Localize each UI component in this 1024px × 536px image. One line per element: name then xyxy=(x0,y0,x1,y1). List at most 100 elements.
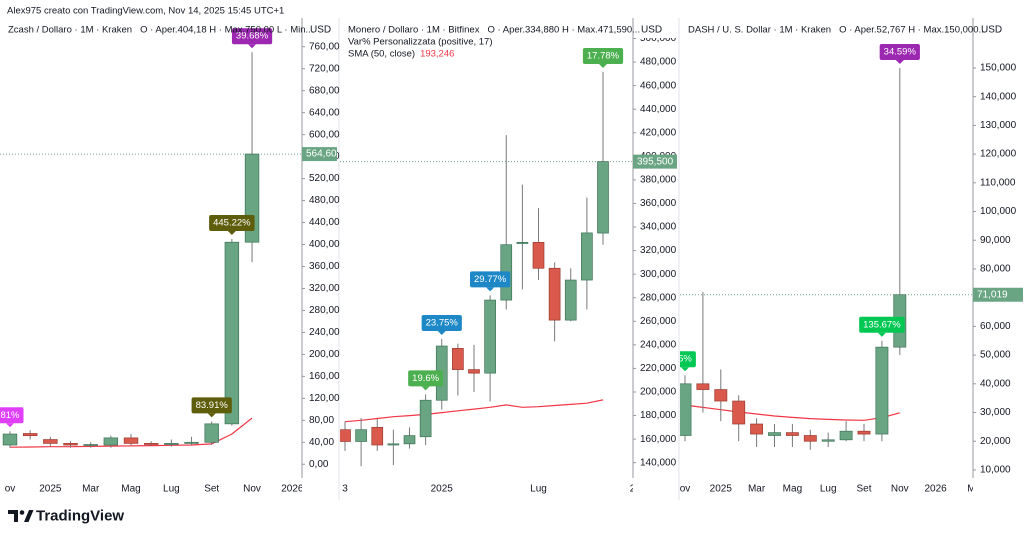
chart-legend: O · Aper.52,767 H · Max.150,000... xyxy=(839,25,986,36)
x-tick-label: Mar xyxy=(748,484,766,495)
change-label: 19.6% xyxy=(412,373,439,384)
sma-line xyxy=(344,399,604,423)
y-tick-label: 680,00 xyxy=(309,85,340,96)
candle-body xyxy=(123,437,139,444)
x-tick-label: Nov xyxy=(891,484,909,495)
y-tick-label: 360,00 xyxy=(309,261,340,272)
candle-body xyxy=(875,346,889,435)
change-label-box xyxy=(859,316,905,333)
y-tick-label: 150,000 xyxy=(980,63,1017,74)
candle-body xyxy=(581,232,593,281)
y-tick-label: 500,000 xyxy=(640,33,677,44)
candle-body xyxy=(43,439,58,444)
change-label-pointer xyxy=(421,386,430,391)
candle-body xyxy=(204,423,219,443)
y-tick-label: 460,000 xyxy=(640,80,677,91)
y-tick-label: 100,000 xyxy=(980,206,1017,217)
candle-body xyxy=(468,369,480,374)
y-tick-label: 160,00 xyxy=(309,371,340,382)
plot-area: ov 2025 Mar Mag Lug Set Nov 2026 M 5% 135.67% 34.59… xyxy=(678,43,975,495)
change-label: 39.68% xyxy=(236,31,269,42)
y-tick-label: 40,00 xyxy=(309,437,334,448)
change-label-box xyxy=(470,271,511,288)
y-tick-label: 120,00 xyxy=(309,393,340,404)
change-label-box xyxy=(421,314,462,331)
last-price-label: 71,019 xyxy=(977,289,1008,300)
chart-panel: ov 2025 Mar Mag Lug Set Nov 2026 M 5% 135.67% 34.59… xyxy=(678,18,1023,495)
plot-area: 3 2025 Lug 20 19.6% 23.75% 29.77% 17.78% xyxy=(340,47,633,495)
x-tick-label: ov xyxy=(680,484,691,495)
sma-value: 193,246 xyxy=(420,49,454,60)
y-tick-label: 420,000 xyxy=(640,127,677,138)
change-label: 29.77% xyxy=(474,274,507,285)
x-tick-label: 2025 xyxy=(710,484,733,495)
chart-title: Zcash / Dollaro · 1M · Kraken xyxy=(8,25,132,36)
y-tick-label: 40,000 xyxy=(980,378,1011,389)
y-tick-label: 140,000 xyxy=(980,91,1017,102)
change-label-pointer xyxy=(681,367,689,372)
candle-body xyxy=(103,437,119,446)
change-label: 83.91% xyxy=(196,400,229,411)
candle-body xyxy=(355,429,367,442)
x-tick-label: 2025 xyxy=(39,484,62,495)
candle-body xyxy=(696,383,710,390)
change-label: 5% xyxy=(678,354,692,365)
y-tick-label: 440,000 xyxy=(640,104,677,115)
x-tick-label: Lug xyxy=(820,484,837,495)
y-tick-label: 110,000 xyxy=(980,177,1016,188)
change-label-box xyxy=(231,28,273,45)
y-tick-label: 240,000 xyxy=(640,339,677,350)
change-label-box xyxy=(209,215,255,232)
y-tick-label: 80,00 xyxy=(309,415,334,426)
chart-legend: O · Aper.334,880 H · Max.471,590... xyxy=(487,25,640,36)
x-tick-label: Mag xyxy=(783,484,802,495)
change-label: 135.67% xyxy=(863,319,901,330)
change-label-pointer xyxy=(207,413,216,418)
candle-body xyxy=(143,443,159,445)
y-tick-label: 220,000 xyxy=(640,363,677,374)
y-tick-label: 380,000 xyxy=(640,175,677,186)
candle-body xyxy=(732,400,746,425)
y-tick-label: 260,000 xyxy=(640,316,677,327)
y-tick-label: 140,000 xyxy=(640,457,677,468)
y-tick-label: 280,000 xyxy=(640,292,677,303)
candle-body xyxy=(839,430,853,441)
y-tick-label: 480,000 xyxy=(640,57,677,68)
y-tick-label: 280,00 xyxy=(309,305,340,316)
candle-body xyxy=(63,443,78,446)
change-label: 445.22% xyxy=(213,218,251,229)
x-tick-label: M xyxy=(967,484,975,495)
candle-body xyxy=(403,435,416,445)
change-label-pointer xyxy=(877,332,886,337)
chart-title: DASH / U. S. Dollar · 1M · Kraken xyxy=(688,25,831,36)
change-label: 34.59% xyxy=(884,46,917,57)
x-tick-label: 2026 xyxy=(924,484,947,495)
x-tick-label: Lug xyxy=(530,484,547,495)
y-tick-label: 320,000 xyxy=(640,245,677,256)
candle-body xyxy=(371,426,384,446)
candle-body xyxy=(164,443,179,445)
candle-body xyxy=(768,432,781,436)
y-tick-label: 60,000 xyxy=(980,321,1011,332)
candle-body xyxy=(224,241,240,425)
y-tick-label: 10,000 xyxy=(980,465,1011,476)
candle-body xyxy=(803,435,817,442)
last-price-box xyxy=(302,147,337,162)
candle-body xyxy=(821,439,835,442)
currency: USD xyxy=(641,25,662,36)
chart-title: Monero / Dollaro · 1M · Bitfinex xyxy=(348,25,480,36)
candle-body xyxy=(785,432,799,436)
currency-bg xyxy=(974,20,1023,38)
y-tick-label: 520,00 xyxy=(309,173,340,184)
credit: Alex975 creato con TradingView.com, Nov … xyxy=(7,6,284,17)
x-tick-label: Mar xyxy=(82,484,100,495)
x-tick-label: Set xyxy=(856,484,871,495)
chart-panel: 3 2025 Lug 20 19.6% 23.75% 29.77% 17.78% 140,000… xyxy=(340,18,680,500)
last-price-box xyxy=(633,154,677,169)
y-tick-label: 240,00 xyxy=(309,327,340,338)
logo-mark xyxy=(24,510,34,522)
change-label: 81% xyxy=(0,410,20,421)
x-tick-label: 3 xyxy=(342,484,348,495)
candle-body xyxy=(857,430,871,435)
